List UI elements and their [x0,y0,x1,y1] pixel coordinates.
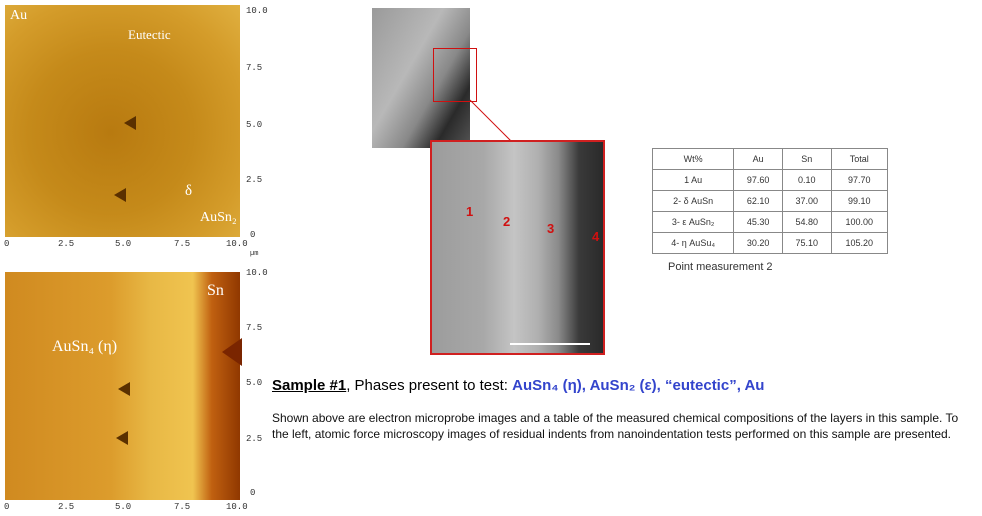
tick-label: 7.5 [246,323,263,333]
indent [116,431,128,445]
tick-label: 2.5 [58,502,75,512]
table-cell: 3- ε AuSn₂ [651,211,735,233]
tick-label: 2.5 [246,175,263,185]
paragraph: Shown above are electron microprobe imag… [272,411,959,441]
table-cell: 1 Au [651,169,735,191]
tick-label: 7.5 [246,63,263,73]
caption: Sample #1, Phases present to test: AuSn₄… [272,377,764,394]
scale-bar [510,343,590,345]
table-row: 2- δ AuSn 62.10 37.00 99.10 [651,190,889,212]
table-cell: 37.00 [781,190,832,212]
point-label: 4 [592,229,600,244]
highlight-box [433,48,477,102]
table-cell: 97.70 [830,169,889,191]
sem-image [372,8,470,148]
tick-label: 0 [250,230,256,240]
table-cell: 4- η AuSu₄ [651,232,735,254]
label: Au [10,8,28,23]
label: AuSn₄ (η) [52,338,118,355]
tick-label: 0 [250,488,256,498]
table-cell: 105.20 [830,232,889,254]
tick-label: 2.5 [246,434,263,444]
table-cell: Au [733,148,783,170]
table-row: 3- ε AuSn₂ 45.30 54.80 100.00 [651,211,889,233]
sem-image [430,140,605,355]
tick-label: 10.0 [226,502,248,512]
tick-label: 0 [4,239,10,249]
table-cell: 54.80 [781,211,832,233]
table-cell: Sn [781,148,832,170]
indent [222,338,242,366]
tick-label: 10.0 [246,268,268,278]
caption-text: , Phases present to test: [346,377,513,394]
table-cell: 97.60 [733,169,783,191]
tick-label: 10.0 [226,239,248,249]
tick-label: 5.0 [115,502,132,512]
tick-label: 7.5 [174,239,191,249]
label: δ [185,183,193,199]
tick-label: 5.0 [246,378,263,388]
table-cell: 2- δ AuSn [651,190,735,212]
label: Sn [207,282,224,299]
table: Wt% Au Sn Total 1 Au 97.60 0.10 97.70 2- δ AuSn 6… [651,148,889,254]
table-cell: Total [830,148,889,170]
table-cell: 0.10 [781,169,832,191]
table-row: Wt% Au Sn Total [651,148,889,170]
tick-label: 7.5 [174,502,191,512]
unit: µm [250,250,259,258]
table-cell: 30.20 [733,232,783,254]
tick-label: 5.0 [115,239,132,249]
table-cell: 75.10 [781,232,832,254]
label: Eutectic [128,27,171,42]
tick-label: 10.0 [246,6,268,16]
table-cell: Wt% [651,148,735,170]
table-cell: 99.10 [830,190,889,212]
tick-label: 2.5 [58,239,75,249]
table-cell: 100.00 [830,211,889,233]
indent [118,382,130,396]
table-row: 1 Au 97.60 0.10 97.70 [651,169,889,191]
table-cell: 62.10 [733,190,783,212]
indent [124,116,136,130]
point-label: 1 [466,204,474,219]
note: Point measurement 2 [668,261,773,273]
tick-label: 0 [4,502,10,512]
phases: AuSn₄ (η), AuSn₂ (ε), “eutectic”, Au [512,377,765,394]
point-label: 2 [503,214,511,229]
tick-label: 5.0 [246,120,263,130]
table-cell: 45.30 [733,211,783,233]
sample-title: Sample #1 [272,377,347,394]
point-label: 3 [547,221,555,236]
indent [114,188,126,202]
table-row: 4- η AuSu₄ 30.20 75.10 105.20 [651,232,889,254]
label: AuSn₂ [200,210,237,225]
